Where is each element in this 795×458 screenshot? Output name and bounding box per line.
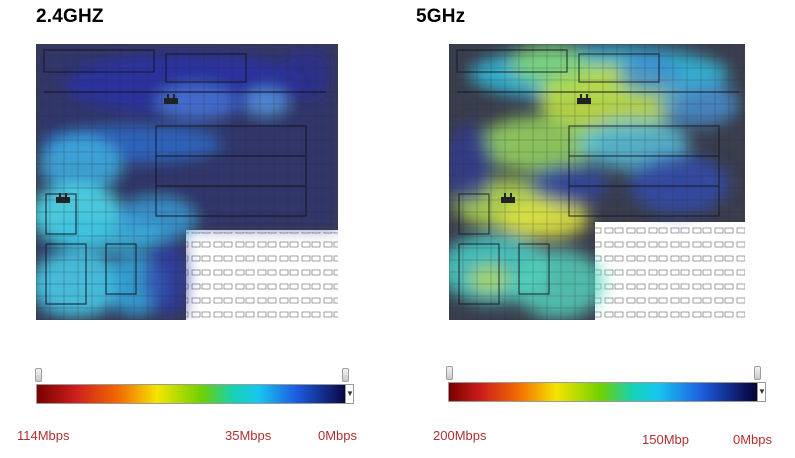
throughput-color-scale-5ghz bbox=[448, 382, 766, 402]
scale-label-max-2-4ghz: 114Mbps bbox=[17, 428, 70, 443]
access-point-icon bbox=[164, 94, 178, 104]
scale-label-min-2-4ghz: 0Mbps bbox=[318, 428, 358, 443]
heatmap-2-4ghz bbox=[36, 44, 338, 320]
throughput-color-scale-2-4ghz bbox=[36, 384, 354, 404]
scale-label-min-5ghz: 0Mbps bbox=[733, 432, 773, 447]
heatmap-5ghz bbox=[449, 44, 745, 320]
scale-label-mid-2-4ghz: 35Mbps bbox=[225, 428, 272, 443]
floorplan-heatmap-5ghz bbox=[449, 44, 745, 320]
scale-label-max-5ghz: 200Mbps bbox=[433, 428, 487, 443]
heatmap-title-2-4ghz: 2.4GHZ bbox=[36, 6, 104, 27]
access-point-icon bbox=[577, 94, 591, 104]
scale-label-mid-5ghz: 150Mbp bbox=[642, 432, 689, 447]
scale-slider-right-max[interactable] bbox=[754, 366, 761, 380]
access-point-icon bbox=[501, 193, 515, 203]
scale-slider-right-min[interactable] bbox=[446, 366, 453, 380]
floorplan-heatmap-2-4ghz bbox=[36, 44, 338, 320]
scale-slider-left-max[interactable] bbox=[342, 368, 349, 382]
scale-end-handle-right[interactable]: ▼ bbox=[757, 382, 766, 402]
scale-slider-left-min[interactable] bbox=[35, 368, 42, 382]
heatmap-title-5ghz: 5GHz bbox=[416, 6, 466, 27]
access-point-icon bbox=[56, 193, 70, 203]
scale-end-handle-left[interactable]: ▼ bbox=[345, 384, 354, 404]
